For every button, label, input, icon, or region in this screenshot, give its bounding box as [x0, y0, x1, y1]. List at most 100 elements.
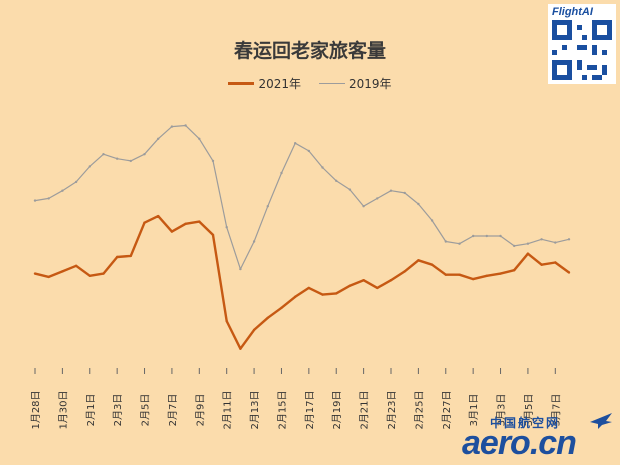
- data-point-2021年-3月6日: [540, 263, 543, 266]
- data-point-2021年-3月8日: [567, 271, 571, 274]
- x-tick-label: 2月19日: [331, 390, 343, 429]
- data-point-2019年-2月2日: [102, 153, 105, 156]
- data-point-2021年-2月17日: [307, 286, 310, 290]
- data-point-2021年-3月1日: [472, 277, 475, 281]
- data-point-2019年-2月18日: [321, 166, 324, 169]
- data-point-2019年-2月21日: [362, 205, 365, 208]
- data-point-2021年-2月14日: [266, 316, 269, 319]
- series-line-2019年: [34, 124, 570, 270]
- data-point-2019年-2月10日: [211, 159, 215, 163]
- data-point-2021年-2月7日: [170, 230, 174, 233]
- x-tick-label: 2月7日: [167, 394, 179, 427]
- data-point-2019年-2月22日: [376, 197, 379, 200]
- data-point-2019年-2月13日: [252, 240, 256, 243]
- data-point-2021年-2月3日: [116, 255, 119, 259]
- plot-area: [33, 124, 571, 350]
- legend-swatch-2021: [228, 82, 255, 85]
- x-tick-label: 2月9日: [194, 394, 206, 427]
- qr-code-icon: [552, 20, 612, 80]
- data-point-2021年-2月5日: [143, 221, 146, 224]
- brand-label: FlightAI: [552, 6, 593, 18]
- data-point-2021年-2月2日: [102, 272, 105, 275]
- data-point-2019年-1月28日: [33, 199, 37, 202]
- data-point-2021年-2月26日: [430, 263, 434, 266]
- x-tick-label: 2月1日: [85, 394, 97, 427]
- data-point-2019年-2月19日: [335, 179, 338, 182]
- data-point-2021年-2月16日: [294, 295, 297, 298]
- data-point-2019年-3月3日: [499, 234, 502, 238]
- x-tick-label: 2月13日: [249, 390, 261, 429]
- data-point-2021年-2月28日: [458, 273, 461, 276]
- data-point-2021年-2月18日: [321, 293, 324, 296]
- x-tick-label: 2月5日: [140, 394, 152, 427]
- series-line-2021年: [34, 214, 570, 350]
- data-point-2021年-2月27日: [444, 273, 447, 276]
- data-point-2021年-2月23日: [389, 279, 393, 282]
- data-point-2021年-3月3日: [499, 272, 502, 275]
- x-tick-label: 2月23日: [386, 390, 398, 429]
- x-tick-label: 2月15日: [277, 390, 289, 429]
- data-point-2021年-1月31日: [74, 264, 78, 267]
- x-tick-label: 2月25日: [413, 390, 425, 429]
- data-point-2019年-3月2日: [485, 234, 488, 238]
- x-axis: 1月28日 1月30日 2月1日 2月3日 2月5日 2月7日 2月9日 2月11日 2月13日…: [30, 368, 562, 430]
- data-point-2021年-2月11日: [225, 319, 228, 323]
- data-point-2019年-2月4日: [129, 159, 132, 163]
- data-point-2019年-3月7日: [554, 241, 557, 244]
- legend-swatch-2019: [319, 83, 345, 84]
- x-tick-label: 2月3日: [112, 394, 124, 427]
- data-point-2019年-2月25日: [417, 202, 420, 206]
- legend-item-2021: 2021年: [228, 75, 301, 92]
- data-point-2021年-1月28日: [33, 272, 37, 275]
- data-point-2019年-2月24日: [403, 191, 406, 195]
- data-point-2019年-2月9日: [198, 137, 201, 140]
- x-tick-label: 3月1日: [468, 394, 480, 427]
- data-point-2021年-2月12日: [239, 347, 242, 350]
- data-point-2021年-2月24日: [403, 270, 406, 273]
- legend: 2021年 2019年: [0, 75, 620, 92]
- data-point-2021年-3月5日: [526, 252, 530, 255]
- data-point-2021年-3月7日: [554, 261, 557, 264]
- data-point-2021年-2月13日: [252, 328, 256, 332]
- data-point-2019年-2月8日: [184, 124, 187, 127]
- data-point-2021年-3月4日: [513, 269, 516, 272]
- data-point-2019年-3月4日: [513, 244, 516, 248]
- data-point-2021年-2月21日: [362, 279, 365, 282]
- data-point-2019年-2月23日: [389, 189, 393, 192]
- x-tick-label: 1月30日: [57, 390, 69, 429]
- data-point-2019年-2月20日: [348, 188, 352, 191]
- site-name-cn: 中国航空网: [490, 416, 561, 430]
- data-point-2019年-2月27日: [444, 240, 447, 243]
- data-point-2021年-2月8日: [184, 222, 187, 225]
- data-point-2019年-2月28日: [458, 242, 461, 245]
- data-point-2019年-2月12日: [239, 267, 242, 271]
- legend-label-2021: 2021年: [258, 77, 301, 91]
- data-point-2019年-3月1日: [472, 234, 475, 238]
- data-point-2019年-1月31日: [74, 180, 78, 184]
- data-point-2019年-2月3日: [116, 157, 119, 160]
- data-point-2019年-2月26日: [430, 219, 434, 222]
- x-tick-label: 3月5日: [523, 394, 535, 427]
- x-tick-label: 2月27日: [441, 390, 453, 429]
- plane-icon: [590, 413, 612, 429]
- x-tick-label: 3月3日: [496, 394, 508, 427]
- data-point-2019年-3月8日: [567, 238, 571, 241]
- data-point-2021年-2月1日: [88, 274, 92, 277]
- data-point-2019年-2月5日: [143, 153, 146, 156]
- data-point-2019年-1月29日: [47, 197, 50, 200]
- data-point-2019年-2月7日: [170, 125, 174, 128]
- data-point-2019年-2月15日: [280, 171, 283, 175]
- data-point-2019年-1月30日: [61, 189, 64, 192]
- x-tick-label: 2月21日: [359, 390, 371, 429]
- data-point-2021年-1月29日: [47, 275, 50, 279]
- data-point-2021年-2月9日: [198, 220, 201, 223]
- data-point-2021年-2月19日: [335, 292, 338, 295]
- x-tick-label: 3月7日: [550, 394, 562, 427]
- data-point-2021年-2月22日: [376, 286, 379, 290]
- site-logo: aero.cn: [462, 424, 577, 462]
- legend-label-2019: 2019年: [349, 77, 392, 91]
- chart-title: 春运回老家旅客量: [233, 40, 386, 62]
- x-tick-label: 2月11日: [222, 390, 234, 429]
- data-point-2019年-2月1日: [88, 165, 92, 168]
